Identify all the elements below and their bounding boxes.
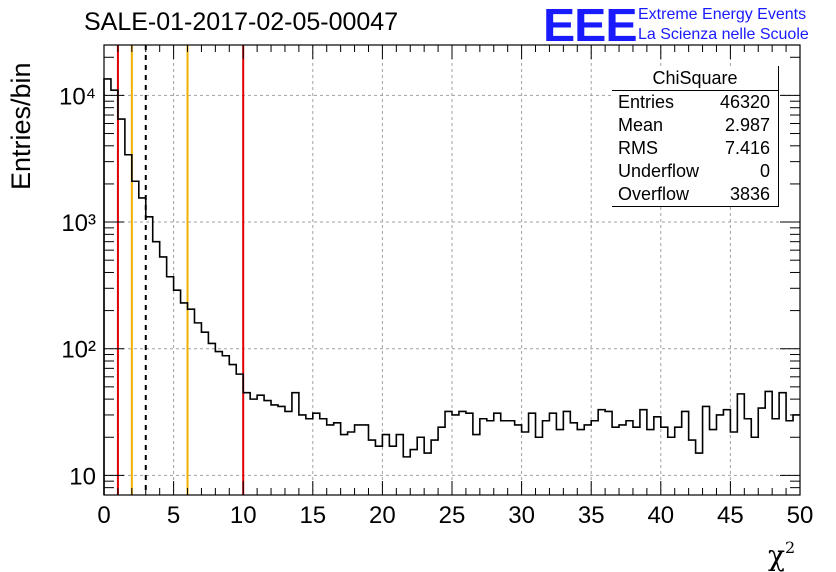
y-axis-label: Entries/bin [6,62,36,190]
x-axis-label-exponent: 2 [784,538,796,557]
x-tick-label: 40 [647,502,674,529]
x-tick-label: 25 [439,502,466,529]
stats-value: 3836 [729,184,770,204]
stats-row-rms: RMS 7.416 [612,137,778,160]
y-tick-label: 10² [61,337,96,364]
stats-box: ChiSquare Entries 46320 Mean 2.987 RMS 7… [612,66,779,207]
stats-row-underflow: Underflow 0 [612,160,778,183]
stats-label: RMS [618,138,658,158]
y-tick-label: 10³ [61,210,96,237]
stats-row-overflow: Overflow 3836 [612,183,778,206]
reference-lines [116,45,245,495]
stats-row-entries: Entries 46320 [612,91,778,114]
axis-ticks [103,45,801,496]
y-tick-label: 10 [69,463,96,490]
x-tick-labels: 0 5 10 15 20 25 30 35 40 45 50 [97,502,813,529]
x-tick-label: 20 [369,502,396,529]
logo-mark: EEE [543,0,638,51]
stats-value: 7.416 [724,138,770,158]
y-tick-labels: 10 10² 10³ 10⁴ [59,83,96,490]
x-tick-label: 5 [167,502,180,529]
logo-line-1: Extreme Energy Events [638,6,807,23]
x-tick-label: 50 [787,502,814,529]
logo-line-2: La Scienza nelle Scuole [638,26,809,43]
x-axis-label: χ2 [768,538,796,572]
stats-label: Entries [618,92,675,112]
x-tick-label: 0 [97,502,110,529]
stats-title: ChiSquare [612,66,778,91]
stats-label: Mean [618,115,664,135]
x-tick-label: 45 [717,502,744,529]
stats-value: 46320 [719,92,770,112]
eee-logo: EEE Extreme Energy Events La Scienza nel… [543,0,833,51]
y-tick-label: 10⁴ [59,83,96,110]
x-tick-label: 10 [230,502,257,529]
x-tick-label: 15 [299,502,326,529]
stats-value: 0 [759,161,770,181]
x-tick-label: 30 [508,502,535,529]
stats-value: 2.987 [724,115,770,135]
histogram-series [103,78,800,495]
x-tick-label: 35 [578,502,605,529]
chart-title: SALE-01-2017-02-05-00047 [84,8,399,36]
stats-label: Underflow [618,161,700,181]
stats-row-mean: Mean 2.987 [612,114,778,137]
stats-label: Overflow [618,184,690,204]
